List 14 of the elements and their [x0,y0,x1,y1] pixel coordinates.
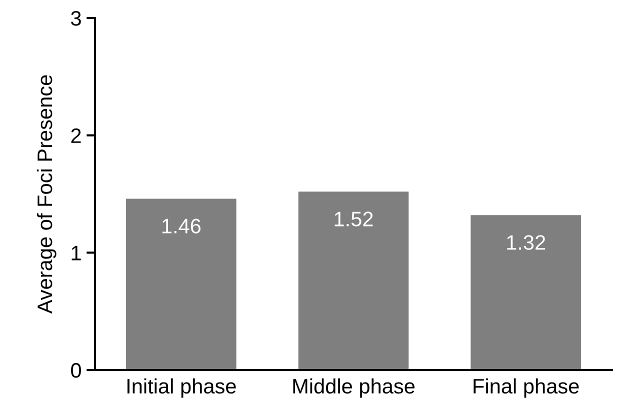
data-label: 1.52 [334,212,373,226]
y-tick-label: 0 [71,363,81,378]
x-tick-label: Final phase [474,378,579,398]
y-axis-title: Average of Foci Presence [36,75,56,314]
bar [470,215,581,370]
bar [298,192,409,370]
data-label: 1.32 [507,235,546,250]
x-tick-label: Middle phase [293,378,415,398]
x-tick-label: Initial phase [128,378,236,398]
y-tick-label: 1 [72,246,81,260]
data-label: 1.46 [162,218,201,234]
y-tick-label: 2 [71,128,81,143]
bar [126,198,236,370]
y-tick-label: 3 [71,11,81,26]
